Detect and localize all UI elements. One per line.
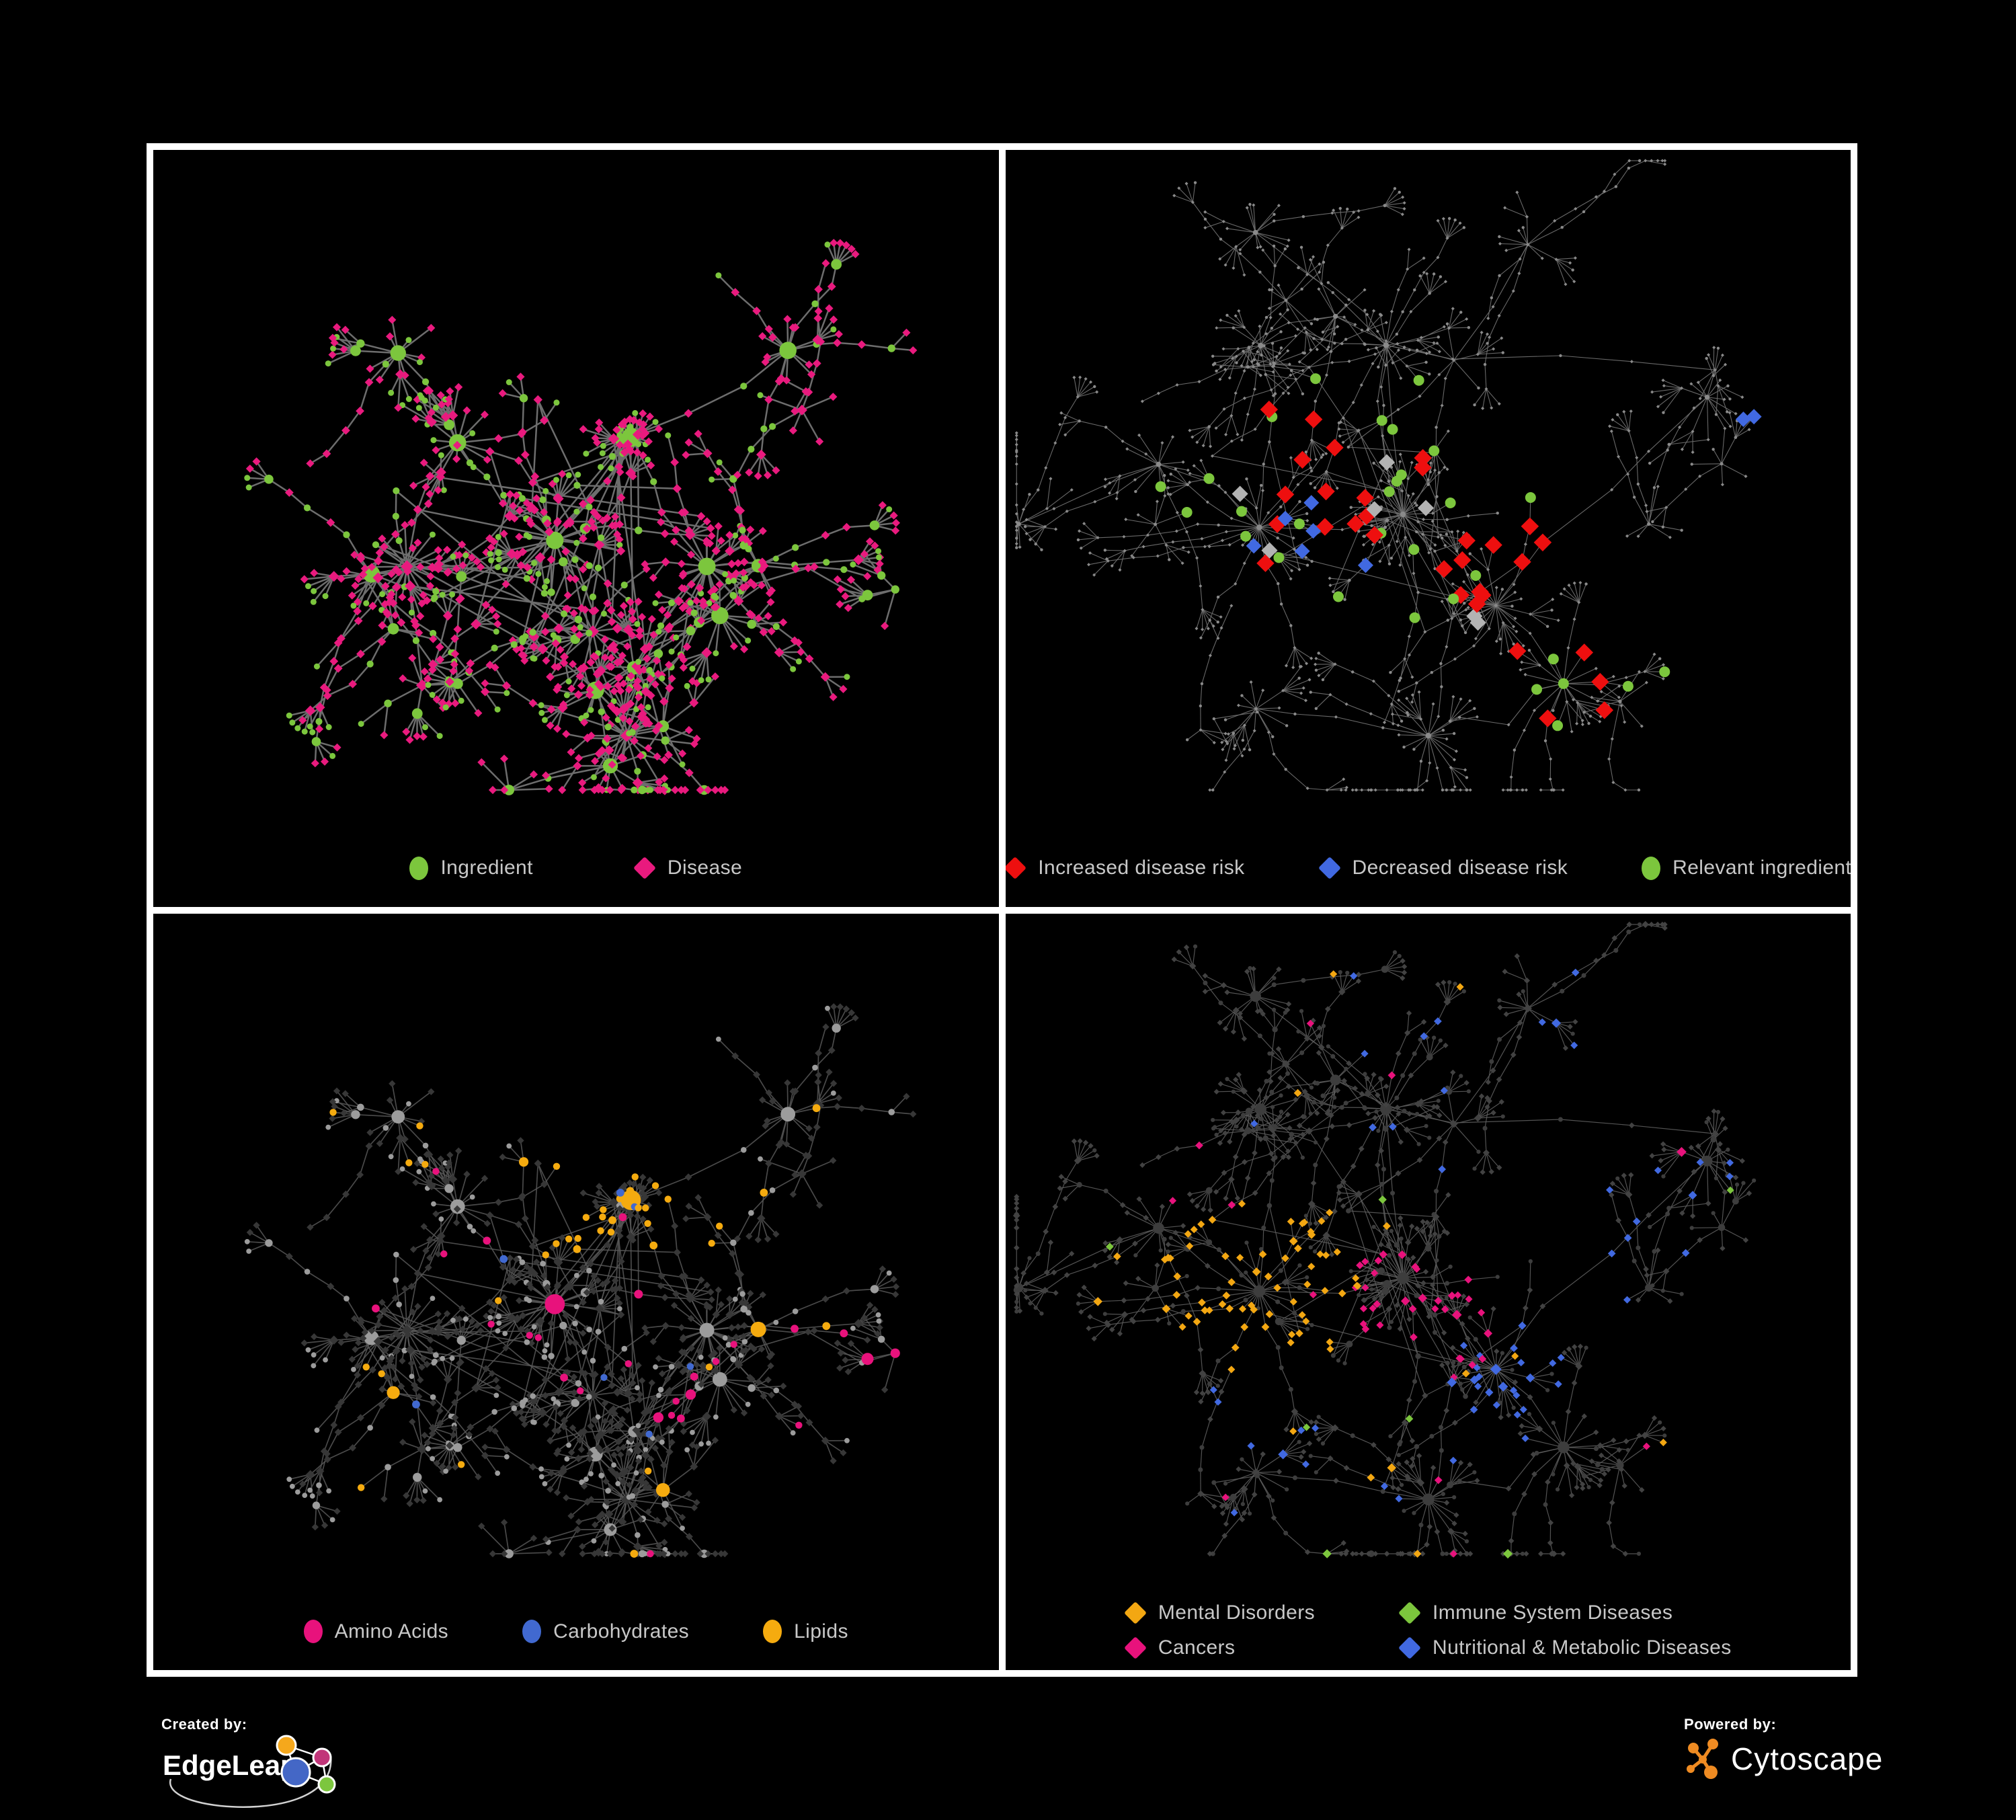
disease-diamond-icon xyxy=(633,857,656,879)
legend-item-ingredient: Ingredient xyxy=(409,856,533,880)
legend-item-cancers: Cancers xyxy=(1123,1636,1315,1659)
legend-label-amino-acids: Amino Acids xyxy=(334,1620,449,1643)
legend-item-lipids: Lipids xyxy=(763,1620,848,1643)
legend-label-lipids: Lipids xyxy=(794,1620,848,1643)
edgeleap-credit: Created by: EdgeLeap xyxy=(161,1716,363,1820)
increased-risk-diamond-icon xyxy=(1005,857,1027,879)
amino-acids-circle-icon xyxy=(303,1620,323,1643)
edgeleap-magenta-node xyxy=(312,1747,332,1768)
network-graph-disease-risk xyxy=(1006,150,1851,801)
network-graph-nutrient-categories xyxy=(153,914,999,1565)
legend-label-cancers: Cancers xyxy=(1158,1636,1236,1659)
legend-ingredient-disease: Ingredient Disease xyxy=(153,856,999,880)
legend-item-increased-risk: Increased disease risk xyxy=(1005,857,1245,879)
panel-disease-risk-network: Increased disease risk Decreased disease… xyxy=(1005,150,1851,907)
cancers-diamond-icon xyxy=(1123,1636,1147,1659)
legend-item-relevant-ingredient: Relevant ingredient xyxy=(1642,856,1851,880)
powered-by-label: Powered by: xyxy=(1684,1716,1777,1733)
panel-nutrient-category-network: Amino Acids Carbohydrates Lipids xyxy=(153,913,999,1670)
cytoscape-credit: Powered by: Cytoscape xyxy=(1684,1716,1883,1780)
legend-item-decreased-risk: Decreased disease risk xyxy=(1318,857,1568,879)
legend-disease-risk: Increased disease risk Decreased disease… xyxy=(1005,856,1851,880)
edgeleap-logo-nodes xyxy=(276,1735,336,1794)
cytoscape-logo-icon xyxy=(1687,1739,1718,1779)
cytoscape-wordmark: Cytoscape xyxy=(1731,1741,1884,1776)
relevant-ingredient-circle-icon xyxy=(1642,856,1661,880)
legend-item-carbohydrates: Carbohydrates xyxy=(522,1620,689,1643)
mental-disorders-diamond-icon xyxy=(1123,1601,1147,1624)
edgeleap-blue-node xyxy=(280,1757,311,1788)
legend-label-increased-risk: Increased disease risk xyxy=(1038,857,1245,879)
legend-label-carbohydrates: Carbohydrates xyxy=(553,1620,690,1643)
legend-item-amino-acids: Amino Acids xyxy=(303,1620,449,1643)
lipids-circle-icon xyxy=(763,1620,782,1643)
network-graph-disease-categories xyxy=(1006,914,1851,1565)
decreased-risk-diamond-icon xyxy=(1318,857,1341,879)
edgeleap-green-node xyxy=(317,1775,336,1794)
legend-label-relevant-ingredient: Relevant ingredient xyxy=(1672,857,1851,879)
legend-item-nutritional-metabolic: Nutritional & Metabolic Diseases xyxy=(1398,1636,1732,1659)
legend-nutrient-categories: Amino Acids Carbohydrates Lipids xyxy=(153,1620,999,1643)
legend-item-immune-diseases: Immune System Diseases xyxy=(1398,1601,1732,1624)
panel-disease-category-network: Mental Disorders Immune System Diseases … xyxy=(1005,913,1851,1670)
legend-label-mental-disorders: Mental Disorders xyxy=(1158,1601,1315,1624)
legend-label-disease: Disease xyxy=(667,857,743,879)
legend-label-immune-diseases: Immune System Diseases xyxy=(1433,1601,1673,1624)
carbohydrates-circle-icon xyxy=(522,1620,542,1643)
immune-diseases-diamond-icon xyxy=(1398,1601,1421,1624)
panel-ingredient-disease-network: Ingredient Disease xyxy=(153,150,999,907)
legend-item-disease: Disease xyxy=(633,857,743,879)
legend-label-ingredient: Ingredient xyxy=(440,857,533,879)
edgeleap-logo: EdgeLeap xyxy=(163,1735,336,1808)
nutritional-metabolic-diamond-icon xyxy=(1398,1636,1421,1659)
panel-grid: Ingredient Disease Increased disease ris… xyxy=(147,143,1857,1677)
legend-item-mental-disorders: Mental Disorders xyxy=(1123,1601,1315,1624)
edgeleap-orange-node xyxy=(276,1735,297,1756)
legend-label-decreased-risk: Decreased disease risk xyxy=(1352,857,1568,879)
network-graph-ingredient-disease xyxy=(153,150,999,801)
created-by-label: Created by: xyxy=(161,1716,247,1733)
legend-disease-categories: Mental Disorders Immune System Diseases … xyxy=(1006,1601,1851,1659)
edgeleap-wordmark: EdgeLeap xyxy=(163,1749,298,1781)
ingredient-circle-icon xyxy=(409,856,429,880)
legend-label-nutritional-metabolic: Nutritional & Metabolic Diseases xyxy=(1433,1636,1732,1659)
